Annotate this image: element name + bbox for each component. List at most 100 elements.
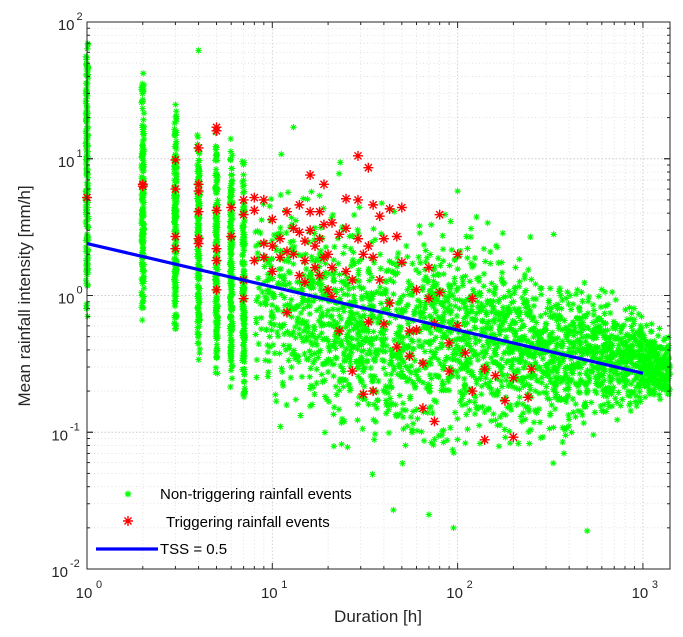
non-triggering-point — [444, 294, 451, 301]
non-triggering-point — [421, 314, 428, 321]
non-triggering-point — [140, 278, 148, 285]
non-triggering-point — [615, 379, 623, 386]
legend-marker-triggering — [123, 516, 133, 526]
non-triggering-point — [534, 332, 541, 339]
non-triggering-point — [663, 381, 671, 388]
non-triggering-point — [171, 170, 178, 177]
non-triggering-point — [469, 286, 477, 293]
non-triggering-point — [414, 297, 422, 304]
non-triggering-point — [426, 371, 434, 379]
non-triggering-point — [255, 284, 263, 292]
non-triggering-point — [310, 236, 318, 244]
non-triggering-point — [594, 366, 602, 373]
non-triggering-point — [428, 439, 435, 446]
non-triggering-point — [565, 345, 573, 352]
non-triggering-point — [348, 344, 355, 352]
non-triggering-point — [520, 323, 528, 330]
non-triggering-point — [595, 371, 602, 378]
non-triggering-point — [525, 337, 532, 344]
non-triggering-point — [265, 259, 273, 267]
non-triggering-point — [506, 326, 513, 333]
non-triggering-point — [383, 319, 390, 327]
non-triggering-point — [314, 279, 321, 287]
non-triggering-point — [572, 338, 579, 346]
non-triggering-point — [266, 275, 274, 282]
non-triggering-point — [290, 260, 297, 268]
non-triggering-point — [564, 374, 572, 382]
x-tick-label: 10 — [632, 585, 649, 602]
non-triggering-point — [643, 322, 650, 329]
x-tick-label: 10 — [446, 585, 463, 602]
non-triggering-point — [657, 376, 665, 384]
non-triggering-point — [447, 283, 454, 290]
non-triggering-point — [138, 175, 145, 182]
non-triggering-point — [386, 395, 394, 402]
non-triggering-point — [213, 176, 220, 184]
triggering-point — [378, 233, 389, 244]
non-triggering-point — [521, 271, 529, 279]
triggering-point — [238, 209, 249, 220]
triggering-point — [374, 211, 385, 222]
non-triggering-point — [264, 276, 272, 283]
non-triggering-point — [369, 471, 376, 478]
non-triggering-point — [358, 379, 365, 386]
non-triggering-point — [498, 364, 506, 371]
non-triggering-point — [619, 396, 626, 403]
x-tick-label-exponent: 1 — [281, 579, 287, 591]
triggering-point — [211, 125, 222, 136]
non-triggering-point — [468, 302, 475, 310]
non-triggering-point — [254, 249, 261, 257]
non-triggering-point — [430, 303, 437, 311]
non-triggering-point — [414, 415, 421, 422]
non-triggering-point — [559, 338, 566, 345]
non-triggering-point — [330, 286, 337, 293]
triggering-point — [384, 203, 395, 214]
non-triggering-point — [403, 378, 411, 385]
non-triggering-point — [498, 259, 505, 266]
non-triggering-point — [512, 375, 520, 383]
non-triggering-point — [612, 366, 619, 373]
non-triggering-point — [83, 280, 90, 288]
triggering-point — [411, 324, 422, 335]
non-triggering-point — [385, 406, 392, 413]
non-triggering-point — [280, 275, 287, 282]
non-triggering-point — [546, 396, 553, 403]
non-triggering-point — [228, 286, 235, 293]
non-triggering-point — [536, 419, 544, 426]
non-triggering-point — [492, 242, 500, 249]
non-triggering-point — [421, 304, 429, 312]
non-triggering-point — [622, 370, 629, 377]
non-triggering-point — [602, 303, 609, 310]
non-triggering-point — [609, 387, 616, 394]
non-triggering-point — [647, 328, 655, 335]
non-triggering-point — [171, 188, 178, 196]
non-triggering-point — [455, 357, 462, 365]
non-triggering-point — [212, 254, 219, 261]
non-triggering-point — [339, 303, 346, 311]
non-triggering-point — [370, 225, 377, 233]
non-triggering-point — [324, 368, 332, 376]
non-triggering-point — [446, 301, 454, 309]
non-triggering-point — [241, 216, 248, 224]
non-triggering-point — [194, 134, 202, 141]
non-triggering-point — [213, 252, 220, 259]
non-triggering-point — [516, 278, 523, 285]
non-triggering-point — [522, 309, 530, 316]
non-triggering-point — [632, 336, 639, 343]
non-triggering-point — [214, 197, 221, 204]
non-triggering-point — [438, 317, 445, 324]
non-triggering-point — [467, 308, 474, 315]
non-triggering-point — [546, 425, 553, 432]
non-triggering-point — [239, 236, 246, 243]
non-triggering-point — [387, 276, 394, 283]
y-tick-label-exponent: 1 — [77, 148, 83, 160]
non-triggering-point — [478, 325, 486, 333]
non-triggering-point — [628, 346, 635, 354]
non-triggering-point — [339, 365, 346, 372]
non-triggering-point — [661, 378, 668, 386]
non-triggering-point — [632, 392, 640, 400]
non-triggering-point — [226, 243, 234, 250]
non-triggering-point — [310, 359, 317, 367]
non-triggering-point — [171, 314, 178, 321]
non-triggering-point — [558, 305, 565, 312]
